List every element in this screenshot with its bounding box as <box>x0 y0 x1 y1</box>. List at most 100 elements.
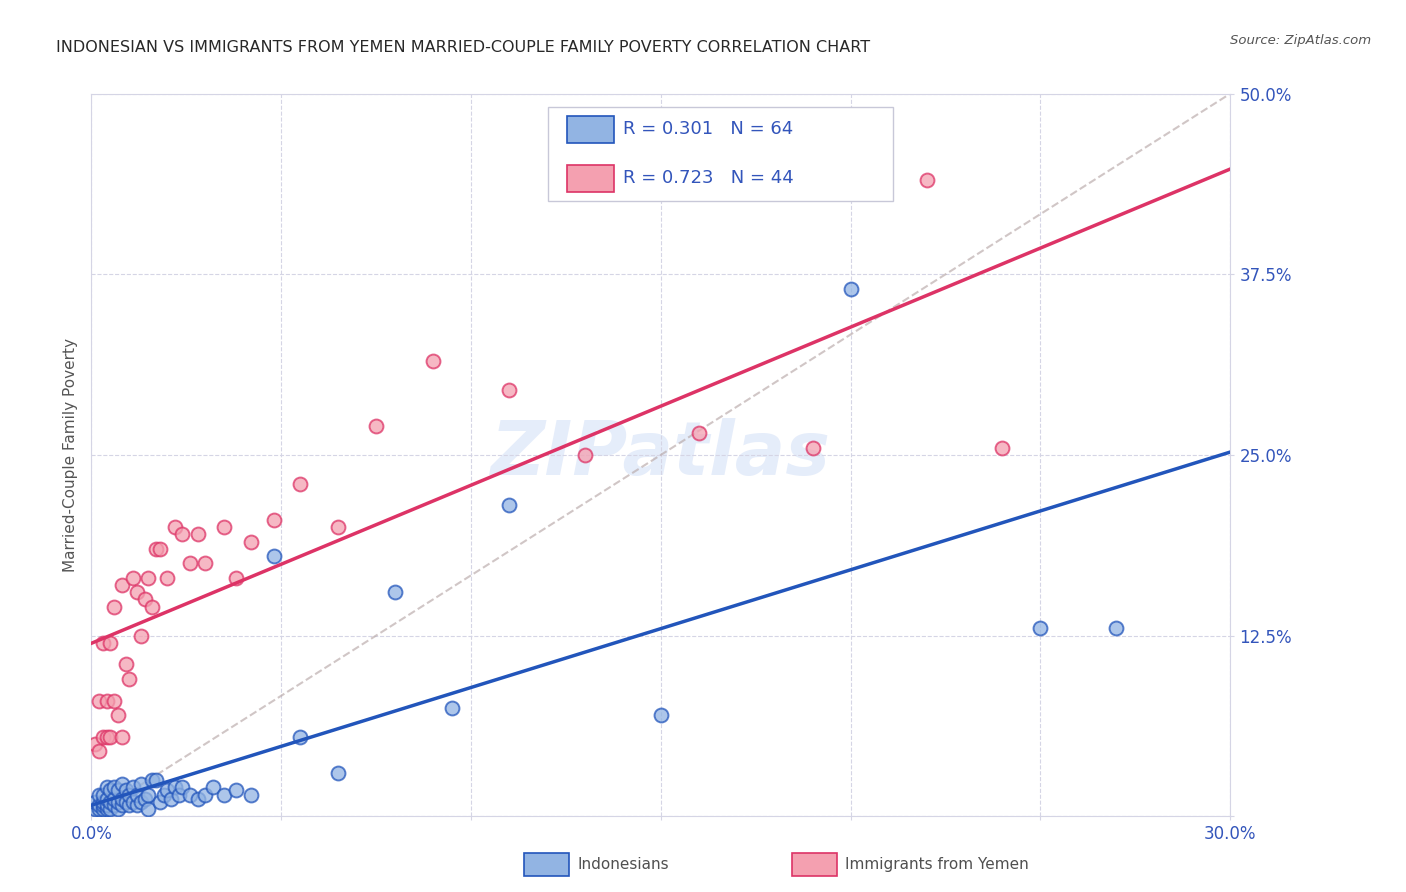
Point <box>111 730 134 744</box>
Point <box>96 802 118 816</box>
Point <box>574 448 596 462</box>
Point <box>145 541 167 556</box>
Point <box>103 599 125 614</box>
Point <box>96 693 118 707</box>
Point <box>129 777 152 791</box>
Point <box>118 672 141 686</box>
Point <box>187 792 209 806</box>
Point <box>263 513 285 527</box>
Point <box>201 780 224 795</box>
Point <box>98 795 121 809</box>
Text: Source: ZipAtlas.com: Source: ZipAtlas.com <box>1230 34 1371 47</box>
Point <box>107 795 129 809</box>
Point <box>98 636 121 650</box>
Point <box>91 788 114 802</box>
Point <box>125 585 148 599</box>
Point <box>134 592 156 607</box>
Point <box>441 701 464 715</box>
Point <box>103 693 125 707</box>
Point <box>179 788 201 802</box>
Point <box>122 795 145 809</box>
Point <box>91 795 114 809</box>
Point <box>156 783 179 797</box>
Point <box>107 783 129 797</box>
Point <box>163 780 186 795</box>
Point <box>129 628 152 642</box>
Point <box>91 802 114 816</box>
Point <box>84 802 107 816</box>
Point <box>103 780 125 795</box>
Point <box>87 788 110 802</box>
Point <box>87 744 110 758</box>
Point <box>422 354 444 368</box>
Point <box>650 708 672 723</box>
Point <box>118 797 141 812</box>
Text: R = 0.301   N = 64: R = 0.301 N = 64 <box>623 120 793 138</box>
Point <box>172 780 194 795</box>
Point <box>98 802 121 816</box>
Point <box>96 780 118 795</box>
Point <box>111 797 134 812</box>
Point <box>91 797 114 812</box>
Y-axis label: Married-Couple Family Poverty: Married-Couple Family Poverty <box>62 338 77 572</box>
Point <box>179 557 201 571</box>
Point <box>129 795 152 809</box>
Point <box>991 441 1014 455</box>
Point <box>194 557 217 571</box>
Point <box>91 730 114 744</box>
Point <box>138 788 160 802</box>
Point <box>214 788 236 802</box>
Point <box>96 730 118 744</box>
Point <box>156 571 179 585</box>
Point <box>111 792 134 806</box>
Point <box>111 777 134 791</box>
Point <box>263 549 285 563</box>
Point <box>122 780 145 795</box>
Point <box>114 783 136 797</box>
Point <box>167 788 190 802</box>
Point <box>364 419 387 434</box>
Point <box>326 765 349 780</box>
Point <box>84 737 107 751</box>
Point <box>163 520 186 534</box>
Point <box>194 788 217 802</box>
Point <box>498 499 520 513</box>
Point <box>160 792 183 806</box>
Text: R = 0.723   N = 44: R = 0.723 N = 44 <box>623 169 793 187</box>
Point <box>118 788 141 802</box>
Point <box>839 282 862 296</box>
Point <box>145 772 167 788</box>
Point <box>98 730 121 744</box>
Point <box>122 571 145 585</box>
Point <box>87 797 110 812</box>
Point <box>134 792 156 806</box>
Point <box>290 476 312 491</box>
Text: Indonesians: Indonesians <box>578 857 669 871</box>
Point <box>111 578 134 592</box>
Point <box>141 772 163 788</box>
Point <box>125 797 148 812</box>
Point <box>87 802 110 816</box>
Point <box>149 795 172 809</box>
Point <box>114 657 136 672</box>
Point <box>103 792 125 806</box>
Point <box>107 802 129 816</box>
Point <box>125 788 148 802</box>
Text: Immigrants from Yemen: Immigrants from Yemen <box>845 857 1029 871</box>
Point <box>239 534 262 549</box>
Point <box>96 797 118 812</box>
Point <box>688 426 710 441</box>
Point <box>138 571 160 585</box>
Point <box>384 585 406 599</box>
Point <box>214 520 236 534</box>
Point <box>326 520 349 534</box>
Point <box>498 383 520 397</box>
Point <box>114 795 136 809</box>
Point <box>187 527 209 541</box>
Point <box>141 599 163 614</box>
Point <box>87 693 110 707</box>
Point <box>225 571 247 585</box>
Point <box>1105 621 1128 635</box>
Point <box>103 797 125 812</box>
Point <box>239 788 262 802</box>
